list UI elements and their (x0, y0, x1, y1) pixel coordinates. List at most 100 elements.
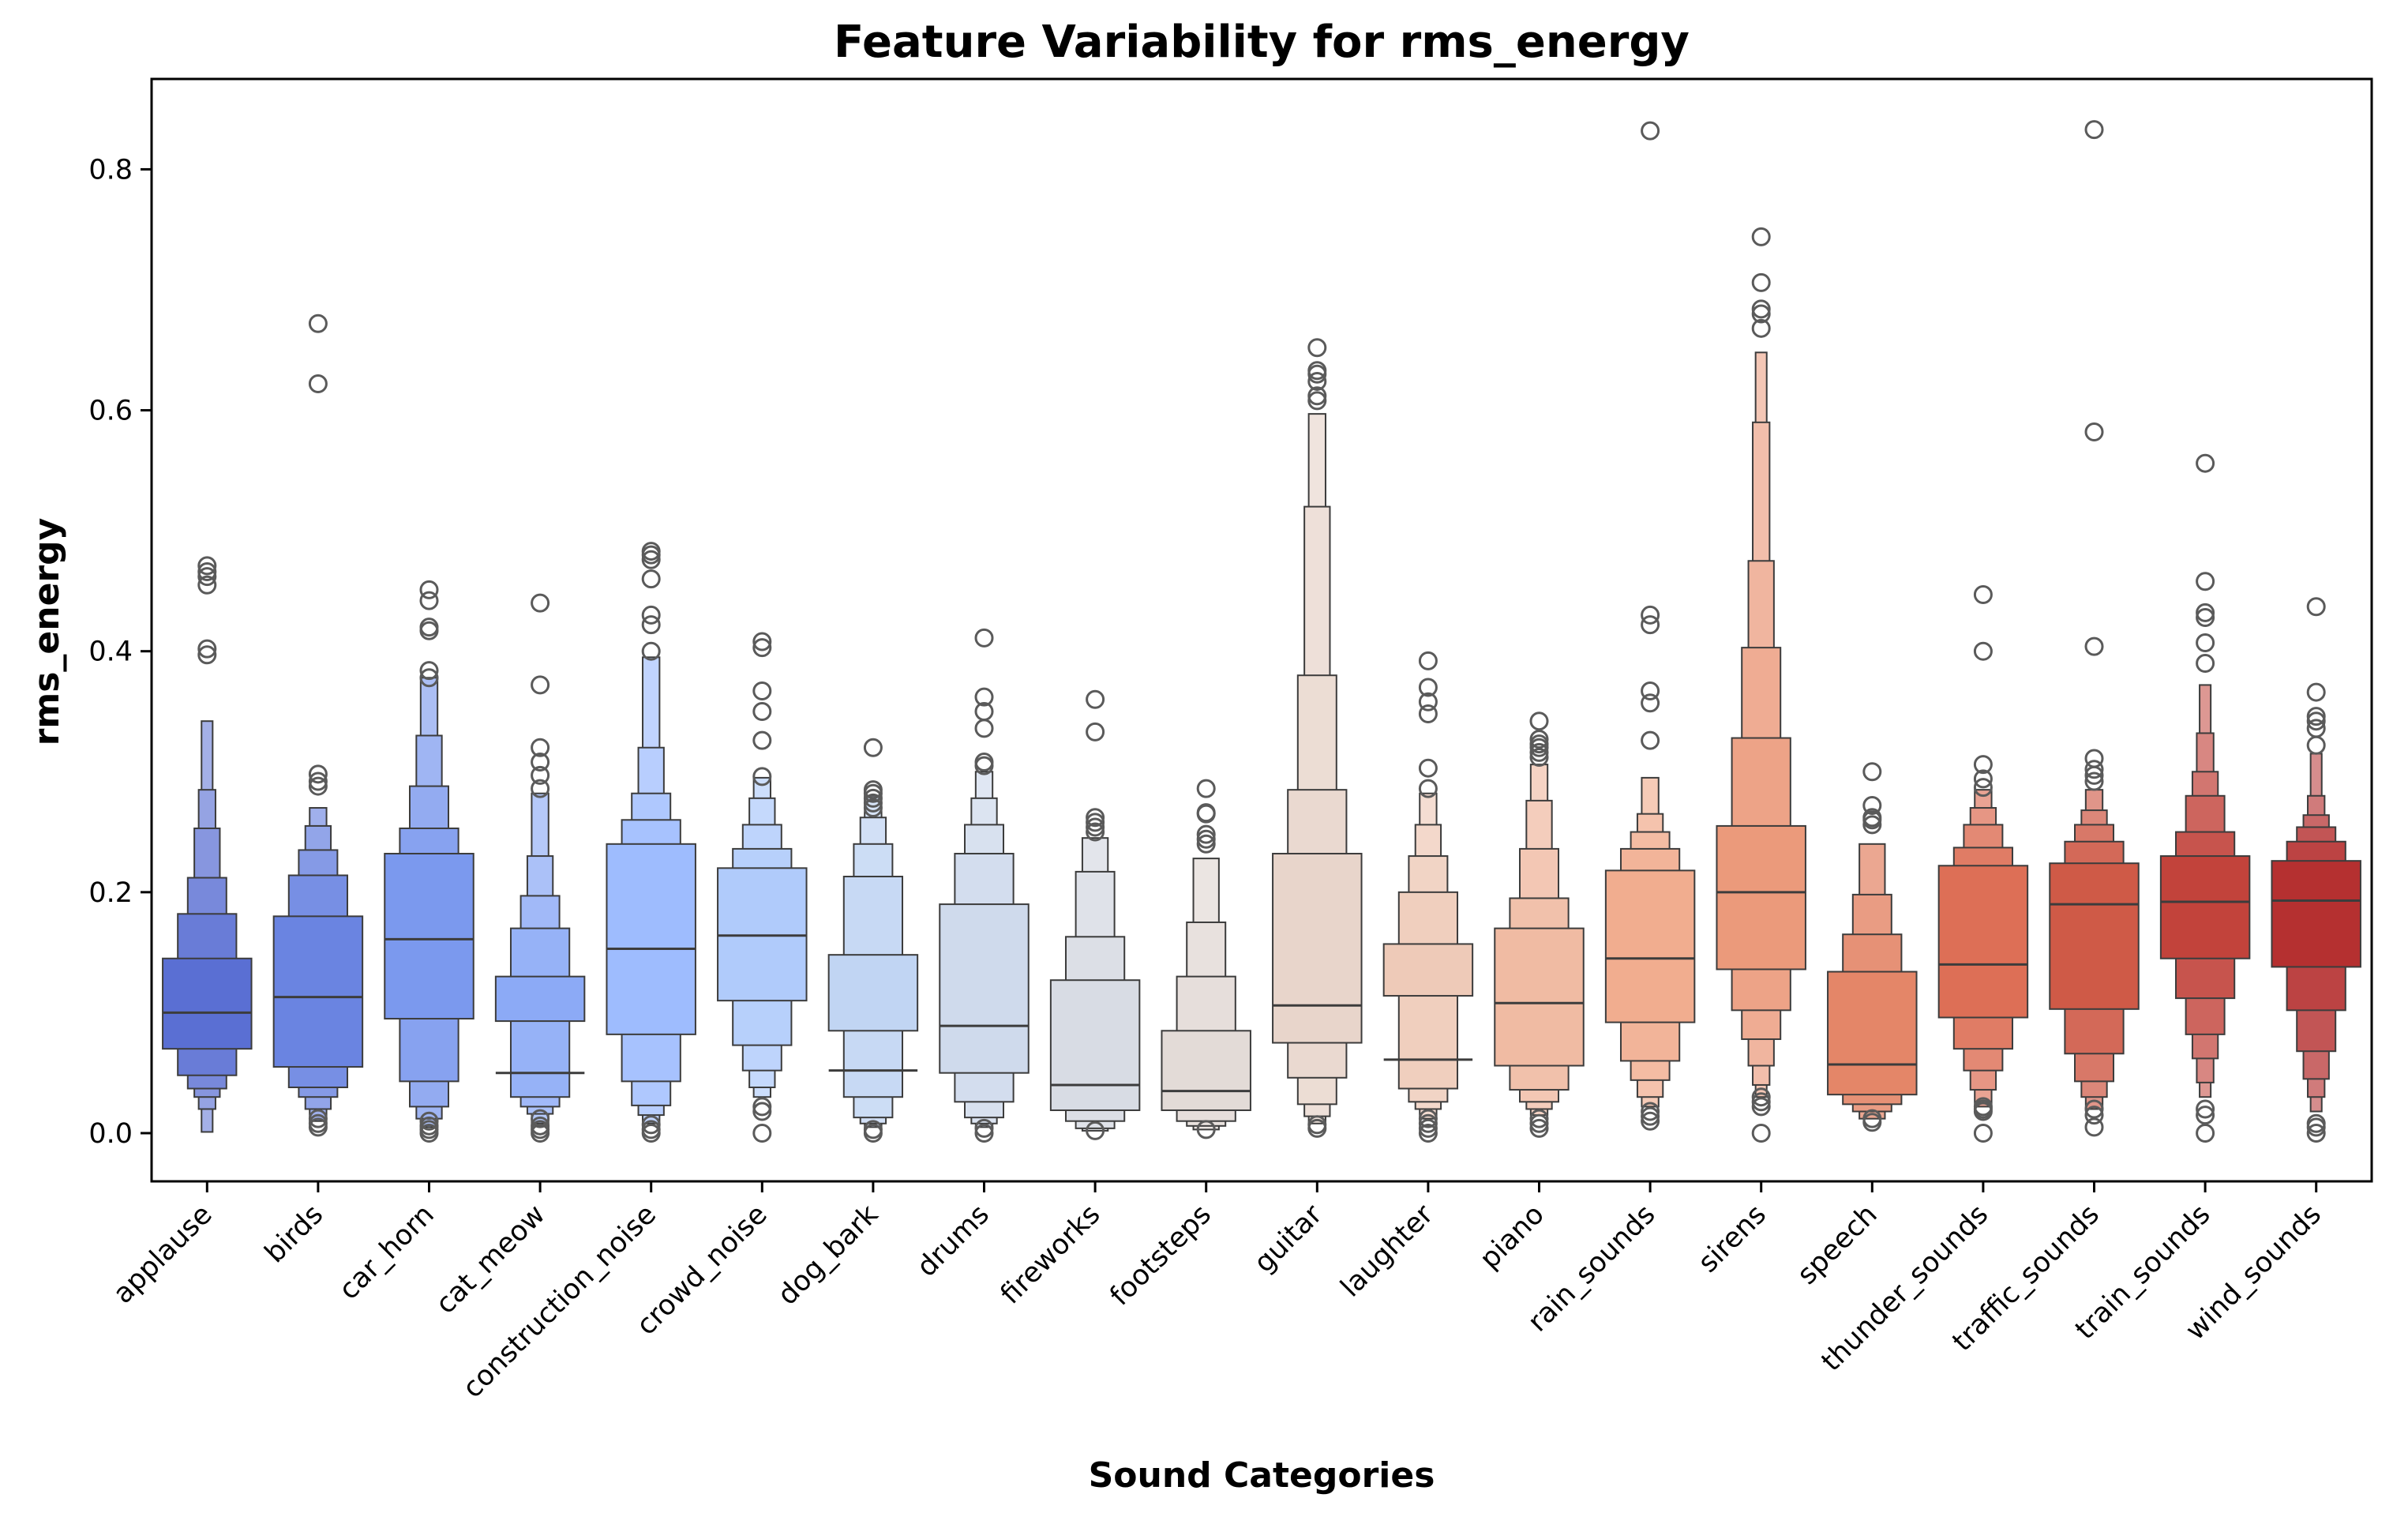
outlier-point (752, 632, 772, 651)
outlier-point (1751, 272, 1771, 292)
outlier-point (752, 1102, 772, 1121)
outlier-point (419, 1111, 439, 1131)
outlier-point (419, 1116, 439, 1136)
outlier-point (531, 753, 550, 772)
outlier-point (1307, 391, 1327, 411)
outlier-point (1196, 803, 1216, 823)
outlier-point (1862, 762, 1882, 782)
outlier-point (531, 675, 550, 695)
outlier-point (197, 562, 217, 582)
outlier-point (863, 1120, 883, 1139)
outlier-point (641, 542, 661, 561)
outlier-point (1529, 1113, 1549, 1133)
outlier-point (1418, 779, 1438, 798)
outlier-point (419, 580, 439, 599)
outlier-point (2306, 1123, 2326, 1143)
outlier-point (752, 1123, 772, 1143)
outlier-point (1641, 1102, 1660, 1121)
y-tick-label: 0.8 (88, 154, 133, 186)
outlier-point (1641, 730, 1660, 750)
outlier-point (531, 738, 550, 757)
outlier-point (641, 1120, 661, 1139)
chart-title: Feature Variability for rms_energy (834, 17, 1690, 68)
boxen-construction_noise (606, 542, 696, 1143)
outlier-point (197, 639, 217, 659)
outlier-point (1973, 1123, 1993, 1143)
outlier-point (974, 687, 994, 707)
boxen-box (1827, 970, 1918, 1096)
outlier-point (1641, 1106, 1660, 1126)
outlier-point (974, 1118, 994, 1138)
outlier-point (531, 765, 550, 785)
outlier-point (1641, 615, 1660, 635)
boxen-box (162, 957, 253, 1050)
outlier-point (1529, 730, 1549, 749)
outlier-point (1418, 1113, 1438, 1133)
outlier-point (1751, 304, 1771, 324)
outlier-point (1751, 1097, 1771, 1117)
outlier-point (1973, 641, 1993, 661)
outlier-point (1086, 1121, 1105, 1140)
y-axis: 0.0 0.2 0.4 0.6 0.8 (88, 154, 152, 1150)
outlier-point (1529, 734, 1549, 754)
boxen-box (1161, 1030, 1251, 1111)
outlier-point (1196, 1120, 1216, 1139)
outlier-point (863, 798, 883, 818)
outlier-point (308, 1113, 328, 1133)
boxen-sirens (1716, 227, 1806, 1143)
outlier-point (752, 730, 772, 750)
outlier-point (1086, 689, 1105, 709)
outlier-point (1196, 824, 1216, 844)
outlier-point (1641, 121, 1660, 141)
outlier-point (2306, 719, 2326, 738)
outlier-point (1307, 338, 1327, 358)
outlier-point (1529, 1118, 1549, 1138)
outlier-point (1529, 711, 1549, 731)
outlier-point (1862, 1109, 1882, 1128)
boxen-train_sounds (2159, 453, 2251, 1143)
outlier-point (1641, 693, 1660, 713)
outlier-point (1086, 808, 1105, 828)
boxen-box (1494, 927, 1585, 1067)
outlier-point (1641, 1111, 1660, 1131)
boxen-applause (162, 556, 253, 1133)
outlier-point (1307, 386, 1327, 406)
outlier-point (2084, 749, 2104, 768)
boxen-footsteps (1161, 779, 1251, 1139)
outlier-point (2196, 1123, 2215, 1143)
outlier-point (308, 374, 328, 393)
outlier-point (1529, 747, 1549, 767)
outlier-point (2196, 603, 2215, 622)
outlier-point (1418, 1109, 1438, 1128)
boxen-car_horn (384, 580, 474, 1143)
outlier-point (1418, 704, 1438, 724)
outlier-point (197, 567, 217, 587)
outlier-point (2084, 772, 2104, 791)
outlier-point (308, 764, 328, 784)
outlier-point (863, 780, 883, 800)
boxen-box (2049, 862, 2140, 1010)
boxen-piano (1494, 711, 1585, 1138)
y-tick-label: 0.4 (88, 636, 133, 668)
outlier-point (1418, 651, 1438, 670)
outlier-point (1641, 605, 1660, 625)
x-axis-label: Sound Categories (1089, 1455, 1435, 1496)
outlier-point (531, 1109, 550, 1128)
outlier-point (641, 550, 661, 569)
boxen-box (606, 843, 696, 1035)
y-tick-label: 0.6 (88, 396, 133, 427)
boxen-guitar (1272, 338, 1363, 1138)
outlier-point (2084, 120, 2104, 140)
boxen-dog_bark (827, 738, 919, 1143)
outlier-point (419, 591, 439, 610)
boxen-box (1937, 865, 2029, 1019)
boxen-box (717, 867, 808, 1002)
boxen-box (939, 903, 1030, 1074)
outlier-point (1307, 371, 1327, 391)
outlier-point (1862, 815, 1882, 835)
boxen-drums (939, 628, 1030, 1143)
outlier-point (1418, 1118, 1438, 1138)
outlier-point (197, 575, 217, 595)
outlier-point (974, 701, 994, 721)
